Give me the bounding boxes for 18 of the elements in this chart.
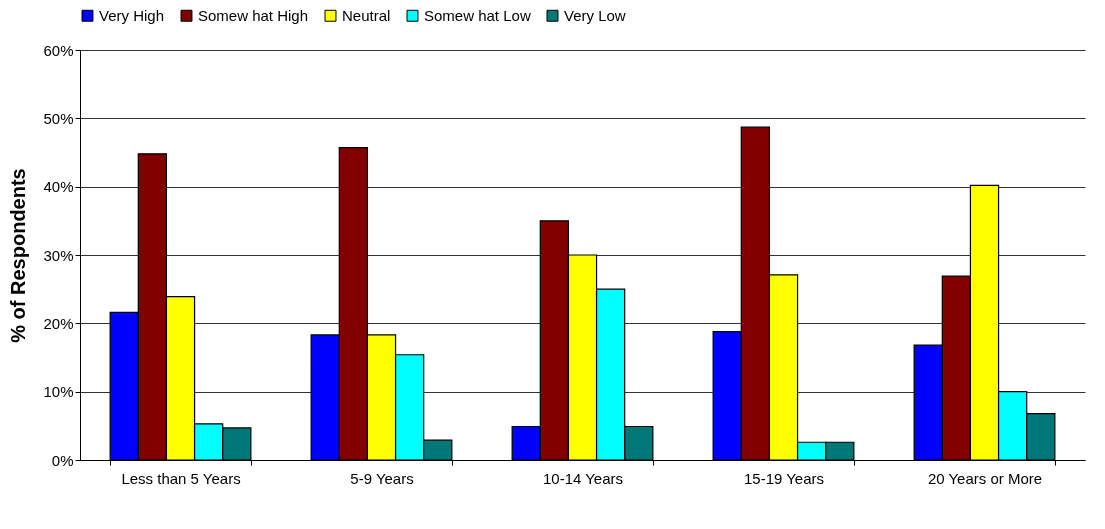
y-tick-label: 50% (43, 109, 74, 127)
y-tick-label: 0% (51, 451, 74, 469)
x-tick-label: Less than 5 Years (121, 469, 241, 487)
y-tick-label: 10% (43, 383, 74, 401)
legend-label: Very High (99, 6, 165, 24)
x-tick-label: 10-14 Years (542, 469, 624, 487)
y-tick-label: 30% (43, 246, 74, 264)
x-tick-label: 15-19 Years (743, 469, 825, 487)
y-tick-label: 40% (43, 178, 74, 196)
y-tick-label: 60% (43, 41, 74, 59)
legend-label: Very Low (564, 6, 626, 24)
legend-label: Neutral (342, 6, 391, 24)
x-tick-label: 20 Years or More (927, 469, 1043, 487)
x-tick-label: 5-9 Years (350, 469, 414, 487)
legend-label: Somew hat Low (424, 6, 531, 24)
y-axis-title: % of Respondents (7, 168, 30, 343)
legend-label: Somew hat High (198, 6, 309, 24)
y-tick-label: 20% (43, 314, 74, 332)
